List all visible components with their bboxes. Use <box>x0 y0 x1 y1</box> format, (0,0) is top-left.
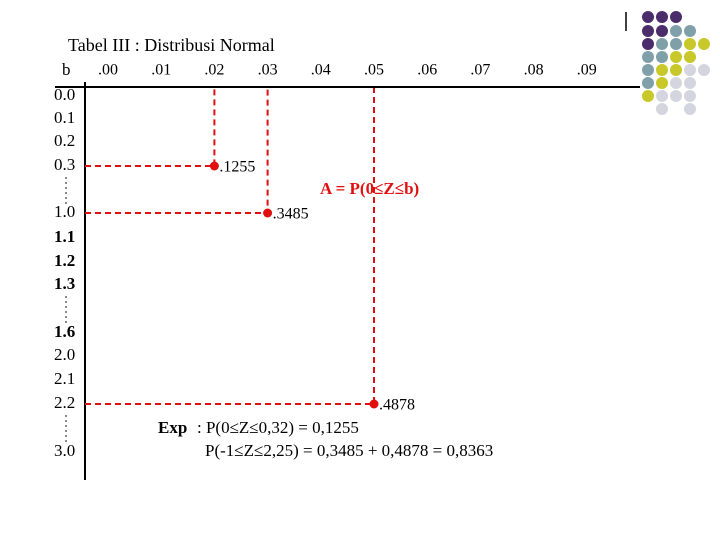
column-header: .06 <box>417 62 437 79</box>
column-header: .08 <box>524 62 544 79</box>
row-header: 2.1 <box>54 369 75 388</box>
point <box>209 161 219 171</box>
point-label: .4878 <box>379 397 415 414</box>
row-header: 2.2 <box>54 393 75 412</box>
row-header: 1.1 <box>54 227 75 246</box>
column-header: .02 <box>204 62 224 79</box>
row-header: 0.0 <box>54 85 75 104</box>
point-label: .3485 <box>273 206 309 223</box>
column-header: .09 <box>577 62 597 79</box>
column-header: .04 <box>311 62 331 79</box>
row-header: 3.0 <box>54 441 75 460</box>
point <box>263 208 273 218</box>
row-header: 0.1 <box>54 108 75 127</box>
row-header: 1.2 <box>54 251 75 270</box>
point-label: .1255 <box>219 159 255 176</box>
corner-label: b <box>62 60 71 79</box>
point <box>369 399 379 409</box>
decoration <box>625 11 710 115</box>
row-header: 1.3 <box>54 274 75 293</box>
column-header: .03 <box>258 62 278 79</box>
column-header: .07 <box>470 62 490 79</box>
row-header: 0.3 <box>54 155 75 174</box>
annotation: A = P(0≤Z≤b) <box>320 179 419 198</box>
column-header: .05 <box>364 62 384 79</box>
column-header: .00 <box>98 62 118 79</box>
title: Tabel III : Distribusi Normal <box>68 35 275 55</box>
example-line: : P(0≤Z≤0,32) = 0,1255 <box>197 418 359 437</box>
example-line: P(-1≤Z≤2,25) = 0,3485 + 0,4878 = 0,8363 <box>205 441 493 460</box>
guide-line <box>85 88 269 214</box>
row-header: 2.0 <box>54 345 75 364</box>
row-header: 0.2 <box>54 131 75 150</box>
guide-line <box>85 88 375 405</box>
guide-line <box>85 88 216 167</box>
row-header: 1.0 <box>54 202 75 221</box>
example-prefix: Exp <box>158 418 187 437</box>
row-header: 1.6 <box>54 322 75 341</box>
column-header: .01 <box>151 62 171 79</box>
